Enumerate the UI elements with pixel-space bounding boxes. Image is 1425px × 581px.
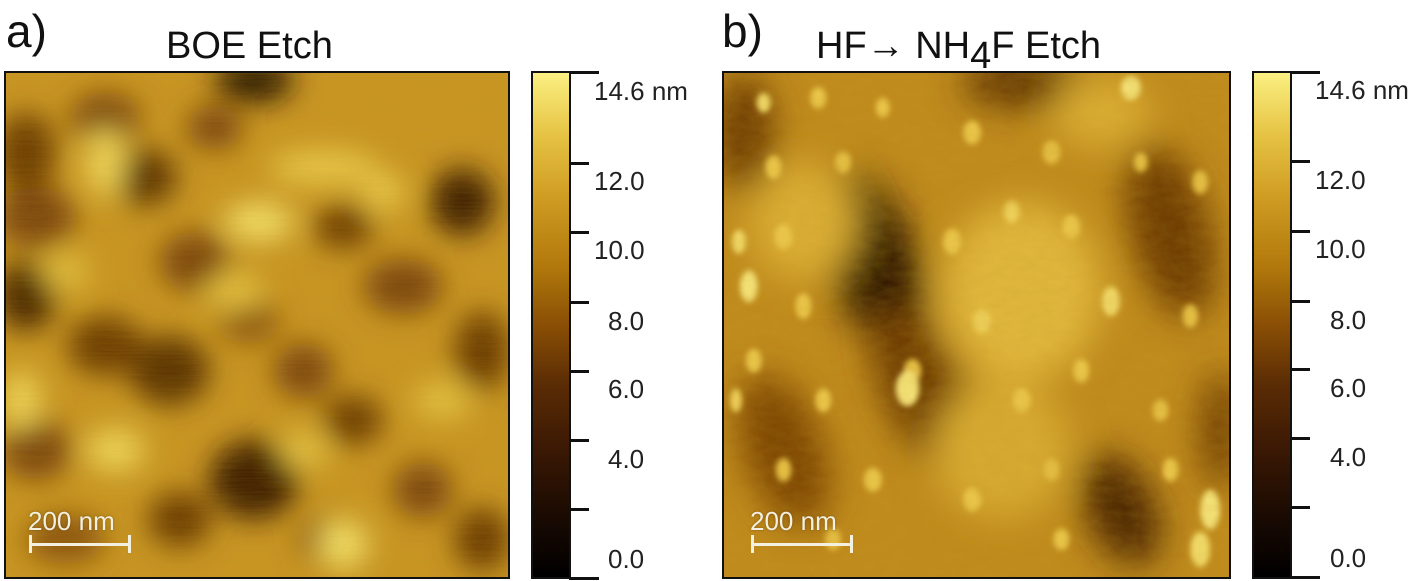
colorbar-a-tick-bottom [569, 577, 599, 580]
afm-image-boe-etch [4, 71, 510, 579]
colorbar-b-label-0: 0.0 [1330, 543, 1367, 573]
panel-b-label: b) [722, 5, 763, 57]
colorbar-b-max-label: 14.6 nm [1315, 75, 1409, 105]
scale-bar-a-label: 200 nm [28, 506, 115, 536]
colorbar-b [1252, 71, 1292, 579]
colorbar-a-label-6: 6.0 [608, 374, 645, 404]
afm-topography-b [724, 73, 1229, 577]
panel-a-title: BOE Etch [166, 25, 333, 67]
colorbar-b-tick-top [1290, 71, 1320, 74]
colorbar-b-label-8: 8.0 [1330, 305, 1367, 335]
colorbar-a-tick-2 [569, 508, 589, 511]
colorbar-a-tick-12 [569, 162, 589, 165]
scale-bar-a: 200 nm [28, 508, 138, 558]
colorbar-b-tick-8 [1290, 300, 1310, 303]
afm-topography-a [6, 73, 508, 577]
colorbar-b-tick-bottom [1290, 576, 1320, 579]
colorbar-b-tick-10 [1290, 230, 1310, 233]
panel-b-title: HF→ NH4F Etch [816, 25, 1102, 75]
colorbar-b-tick-12 [1290, 160, 1310, 163]
panel-b-title-prefix: HF→ NH [816, 25, 971, 67]
colorbar-b-tick-2 [1290, 506, 1310, 509]
scale-bar-b: 200 nm [750, 508, 860, 558]
colorbar-b-tick-4 [1290, 437, 1310, 440]
colorbar-b-label-12: 12.0 [1315, 165, 1366, 195]
panel-b-title-suffix: F Etch [991, 25, 1102, 67]
colorbar-a-label-12: 12.0 [594, 166, 645, 196]
colorbar-a-tick-10 [569, 231, 589, 234]
colorbar-a-max-label: 14.6 nm [594, 76, 688, 106]
colorbar-a [531, 71, 571, 579]
colorbar-a-label-0: 0.0 [608, 544, 645, 574]
scale-bar-b-cap-left [751, 535, 754, 553]
scale-bar-b-cap-right [850, 535, 853, 553]
colorbar-a-tick-8 [569, 301, 589, 304]
colorbar-b-tick-6 [1290, 368, 1310, 371]
colorbar-b-label-4: 4.0 [1330, 442, 1367, 472]
colorbar-b-label-10: 10.0 [1315, 234, 1366, 264]
scale-bar-a-cap-left [29, 535, 32, 553]
colorbar-a-tick-4 [569, 439, 589, 442]
colorbar-a-label-4: 4.0 [608, 444, 645, 474]
panel-b-title-subscript: 4 [970, 35, 992, 77]
colorbar-b-label-6: 6.0 [1330, 373, 1367, 403]
colorbar-a-tick-6 [569, 370, 589, 373]
panel-a-label: a) [6, 5, 47, 57]
scale-bar-b-label: 200 nm [750, 506, 837, 536]
colorbar-a-label-8: 8.0 [608, 306, 645, 336]
scale-bar-b-line [752, 543, 852, 546]
colorbar-a-label-10: 10.0 [594, 235, 645, 265]
colorbar-a-tick-top [569, 71, 599, 74]
afm-image-hf-nh4f-etch [722, 71, 1231, 579]
scale-bar-a-cap-right [128, 535, 131, 553]
scale-bar-a-line [30, 543, 130, 546]
